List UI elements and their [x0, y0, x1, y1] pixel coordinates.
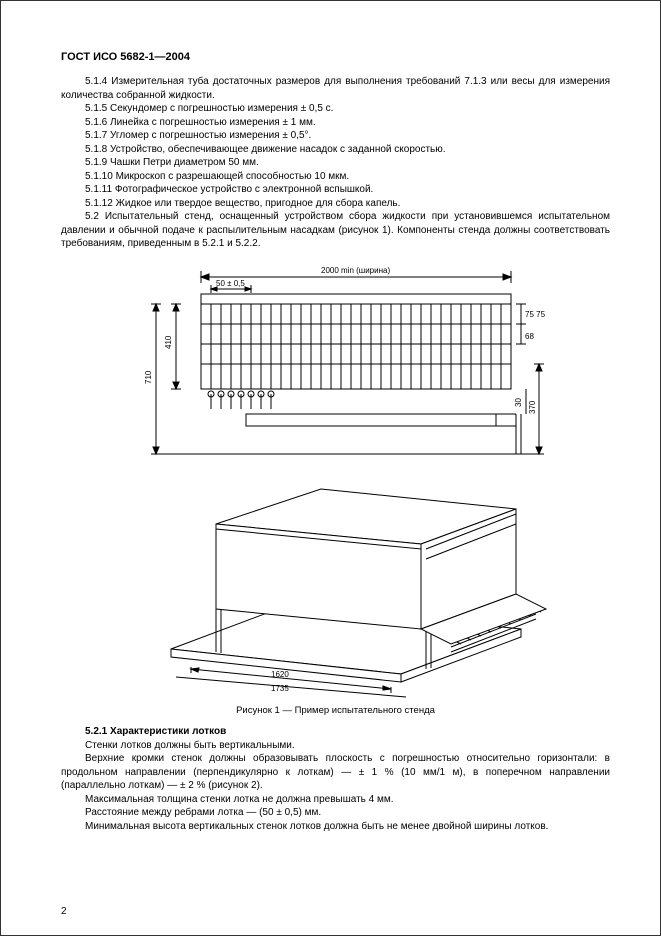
- p-5-1-7: 5.1.7 Угломер с погрешностью измерения ±…: [61, 129, 610, 143]
- figure-1-iso-svg: 1620 1735: [121, 469, 551, 699]
- p-521-1: Стенки лотков должны быть вертикальными.: [61, 739, 610, 753]
- dim-30: 30: [514, 397, 523, 406]
- p-521-5: Минимальная высота вертикальных стенок л…: [61, 820, 610, 834]
- dim-370: 370: [528, 400, 537, 414]
- p-5-1-12: 5.1.12 Жидкое или твердое вещество, приг…: [61, 197, 610, 211]
- dim-410: 410: [164, 335, 173, 349]
- p-521-4: Расстояние между ребрами лотка — (50 ± 0…: [61, 806, 610, 820]
- p-521-3: Максимальная толщина стенки лотка не дол…: [61, 793, 610, 807]
- dim-50: 50 ± 0,5: [216, 279, 245, 288]
- document-header: ГОСТ ИСО 5682-1—2004: [61, 51, 610, 63]
- p-5-1-11: 5.1.11 Фотографическое устройство с элек…: [61, 183, 610, 197]
- document-page: ГОСТ ИСО 5682-1—2004 5.1.4 Измерительная…: [0, 0, 661, 936]
- dim-1735: 1735: [271, 684, 289, 693]
- page-number: 2: [61, 906, 67, 917]
- dim-710: 710: [144, 370, 153, 384]
- p-5-1-5: 5.1.5 Секундомер с погрешностью измерени…: [61, 102, 610, 116]
- figure-1: 2000 min (ширина) 50 ± 0,5 410 710 75 75…: [61, 259, 610, 699]
- p-5-1-4: 5.1.4 Измерительная туба достаточных раз…: [61, 75, 610, 102]
- figure-1-front-svg: 2000 min (ширина) 50 ± 0,5 410 710 75 75…: [121, 259, 551, 469]
- section-5-2-1-title: 5.2.1 Характеристики лотков: [61, 726, 610, 737]
- dim-68: 68: [525, 332, 534, 341]
- p-521-2: Верхние кромки стенок должны образовыват…: [61, 752, 610, 793]
- figure-1-caption: Рисунок 1 — Пример испытательного стенда: [61, 705, 610, 716]
- p-5-1-9: 5.1.9 Чашки Петри диаметром 50 мм.: [61, 156, 610, 170]
- p-5-1-8: 5.1.8 Устройство, обеспечивающее движени…: [61, 143, 610, 157]
- dim-7575: 75 75: [525, 310, 546, 319]
- p-5-1-10: 5.1.10 Микроскоп с разрешающей способнос…: [61, 170, 610, 184]
- p-5-1-6: 5.1.6 Линейка с погрешностью измерения ±…: [61, 116, 610, 130]
- p-5-2: 5.2 Испытательный стенд, оснащенный устр…: [61, 210, 610, 251]
- dim-top: 2000 min (ширина): [321, 266, 390, 275]
- dim-1620: 1620: [271, 670, 289, 679]
